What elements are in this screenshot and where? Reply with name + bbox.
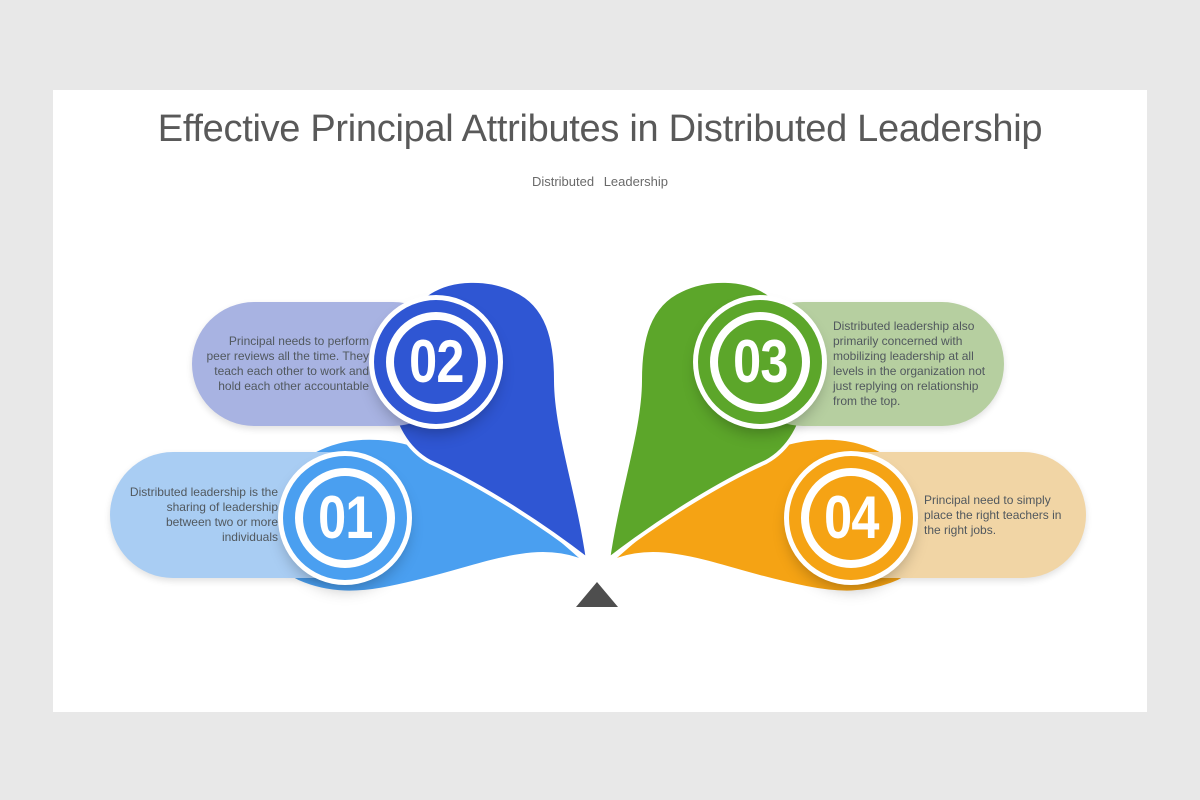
step-circle-01: 01 [283, 456, 407, 580]
circle-ring-04: 04 [801, 468, 901, 568]
callout-text-02: Principal needs to perform peer reviews … [206, 334, 369, 393]
circle-ring-02: 02 [386, 312, 486, 412]
step-number-02: 02 [408, 328, 464, 395]
callout-text-01: Distributed leadership is the sharing of… [129, 485, 278, 544]
circle-ring-03: 03 [710, 312, 810, 412]
callout-text-03: Distributed leadership also primarily co… [833, 319, 986, 408]
step-circle-04: 04 [789, 456, 913, 580]
step-number-03: 03 [732, 328, 788, 395]
step-circle-02: 02 [374, 300, 498, 424]
page-subtitle: Distributed Leadership [531, 174, 669, 189]
callout-text-04: Principal need to simply place the right… [924, 492, 1062, 537]
step-number-04: 04 [823, 484, 879, 551]
circle-ring-01: 01 [295, 468, 395, 568]
step-number-01: 01 [317, 484, 373, 551]
page-title: Effective Principal Attributes in Distri… [157, 108, 1043, 150]
triangle-up-icon [576, 582, 618, 607]
step-circle-03: 03 [698, 300, 822, 424]
